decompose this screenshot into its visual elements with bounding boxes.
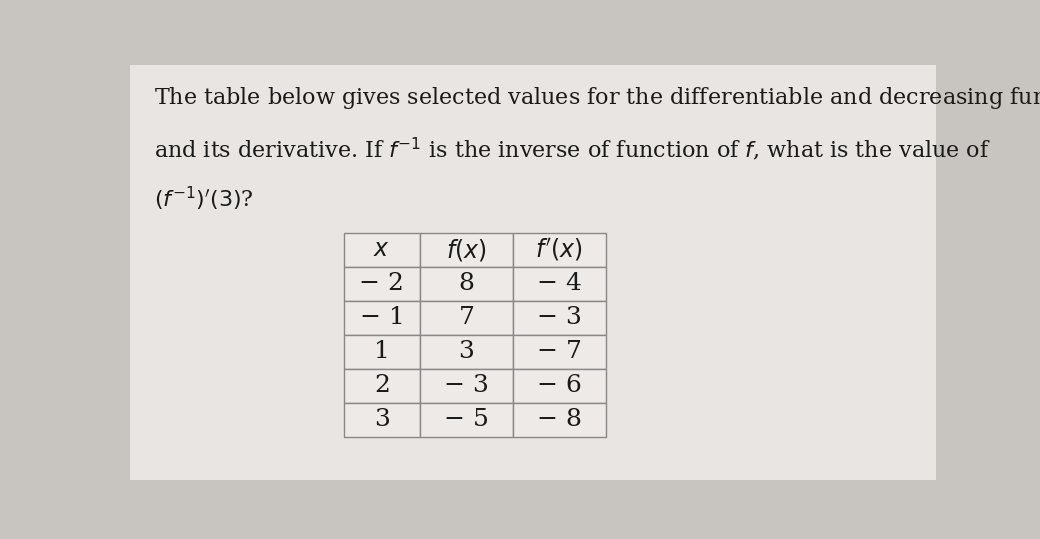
Bar <box>343 403 420 437</box>
Bar <box>513 267 605 301</box>
Bar <box>513 301 605 335</box>
Text: − 5: − 5 <box>444 409 489 431</box>
Bar <box>513 369 605 403</box>
Text: − 7: − 7 <box>537 341 581 363</box>
Bar <box>420 369 513 403</box>
Text: − 4: − 4 <box>537 272 581 295</box>
Bar <box>513 403 605 437</box>
Text: $f'(x)$: $f'(x)$ <box>536 237 583 263</box>
Bar <box>343 233 420 267</box>
Bar <box>343 301 420 335</box>
Bar <box>343 267 420 301</box>
Text: − 8: − 8 <box>537 409 581 431</box>
Text: The table below gives selected values for the differentiable and decreasing func: The table below gives selected values fo… <box>154 86 1040 112</box>
Text: $f(x)$: $f(x)$ <box>446 237 487 263</box>
Text: − 3: − 3 <box>537 306 581 329</box>
Bar <box>343 369 420 403</box>
Bar <box>420 403 513 437</box>
Text: and its derivative. If $f^{-1}$ is the inverse of function of $f$, what is the v: and its derivative. If $f^{-1}$ is the i… <box>154 135 991 163</box>
Text: − 1: − 1 <box>360 306 405 329</box>
Text: 8: 8 <box>459 272 474 295</box>
Text: $(f^{-1})'(3)$?: $(f^{-1})'(3)$? <box>154 185 254 213</box>
Bar <box>513 233 605 267</box>
Bar <box>420 233 513 267</box>
Text: $x$: $x$ <box>373 238 390 261</box>
Text: 7: 7 <box>459 306 474 329</box>
Text: 3: 3 <box>374 409 390 431</box>
Bar <box>420 335 513 369</box>
Text: − 3: − 3 <box>444 375 489 397</box>
Text: 1: 1 <box>374 341 390 363</box>
Text: 3: 3 <box>459 341 474 363</box>
Text: − 6: − 6 <box>537 375 581 397</box>
Bar <box>420 301 513 335</box>
Bar <box>343 335 420 369</box>
Text: − 2: − 2 <box>360 272 405 295</box>
Bar <box>513 335 605 369</box>
Text: 2: 2 <box>374 375 390 397</box>
Bar <box>420 267 513 301</box>
